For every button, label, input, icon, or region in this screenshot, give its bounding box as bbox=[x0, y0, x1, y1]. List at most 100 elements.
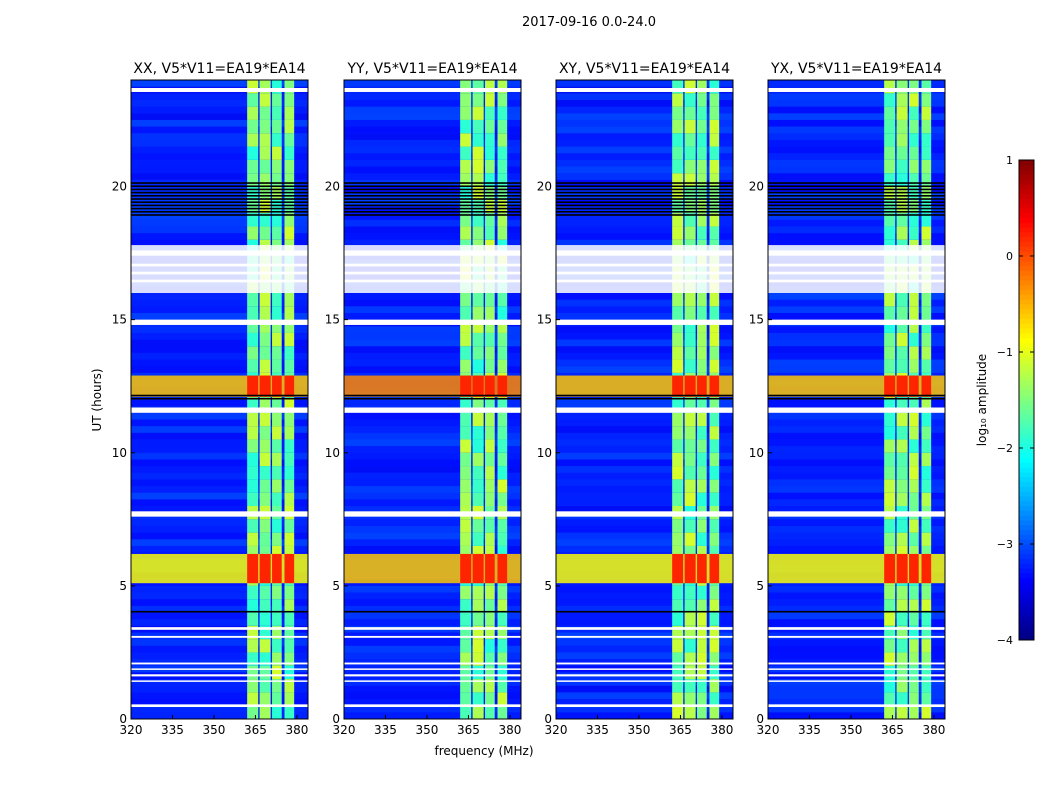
rfi-channel-cell bbox=[672, 199, 684, 214]
rfi-channel-cell bbox=[697, 226, 707, 240]
rfi-channel-cell bbox=[259, 439, 271, 453]
rfi-channel-cell bbox=[485, 173, 495, 187]
rfi-channel-cell bbox=[485, 639, 495, 653]
rfi-channel-cell bbox=[684, 346, 696, 360]
x-tick-label: 365 bbox=[457, 723, 480, 737]
rfi-channel-cell bbox=[272, 332, 282, 347]
rfi-channel-cell bbox=[472, 585, 484, 600]
x-tick-label: 320 bbox=[545, 723, 568, 737]
rfi-channel-cell bbox=[259, 293, 271, 307]
time-row bbox=[344, 139, 521, 147]
rfi-channel-cell bbox=[460, 106, 472, 120]
rfi-channel-cell bbox=[921, 106, 932, 120]
time-row bbox=[768, 332, 945, 340]
rfi-channel-cell bbox=[884, 439, 896, 453]
rfi-channel-cell bbox=[896, 306, 908, 320]
rfi-channel-cell bbox=[259, 399, 271, 413]
rfi-channel-cell bbox=[709, 545, 720, 560]
flagged-row bbox=[344, 407, 521, 413]
rfi-channel-cell bbox=[884, 119, 896, 134]
rfi-channel-cell bbox=[472, 319, 484, 333]
rfi-channel-cell bbox=[909, 133, 919, 147]
rfi-channel-cell bbox=[472, 412, 484, 427]
rfi-channel-cell bbox=[684, 479, 696, 493]
dropout-line bbox=[344, 204, 521, 207]
rfi-channel-cell bbox=[460, 639, 472, 653]
time-row bbox=[344, 432, 521, 440]
x-tick-label: 320 bbox=[120, 723, 143, 737]
time-row bbox=[556, 585, 733, 593]
rfi-channel-cell bbox=[284, 585, 295, 600]
flagged-row bbox=[131, 674, 308, 677]
panel-2: YY, V5*V11=EA19*EA14 320 335 350 365 380 0 5 10 1… bbox=[325, 61, 522, 737]
time-row bbox=[344, 479, 521, 487]
rfi-channel-cell bbox=[697, 173, 707, 187]
rfi-channel-cell bbox=[497, 213, 508, 227]
dropout-line bbox=[556, 610, 733, 613]
rfi-channel-cell bbox=[921, 625, 932, 640]
time-row bbox=[768, 705, 945, 713]
bright-channel-cell bbox=[284, 553, 295, 584]
time-row bbox=[768, 499, 945, 506]
time-row bbox=[768, 639, 945, 646]
time-row bbox=[131, 545, 308, 553]
rfi-channel-cell bbox=[284, 612, 295, 626]
rfi-channel-cell bbox=[497, 332, 508, 347]
rfi-channel-cell bbox=[684, 612, 696, 626]
flagged-row bbox=[768, 87, 945, 92]
flagged-row bbox=[344, 668, 521, 670]
time-row bbox=[131, 585, 308, 593]
rfi-channel-cell bbox=[259, 173, 271, 187]
time-row bbox=[344, 126, 521, 134]
time-row bbox=[131, 293, 308, 300]
rfi-channel-cell bbox=[485, 319, 495, 333]
time-row bbox=[556, 645, 733, 653]
rfi-channel-cell bbox=[709, 173, 720, 187]
rfi-channel-cell bbox=[272, 359, 282, 373]
dropout-line bbox=[768, 210, 945, 213]
rfi-channel-cell bbox=[259, 93, 271, 107]
time-row bbox=[556, 619, 733, 626]
rfi-channel-cell bbox=[909, 599, 919, 613]
rfi-channel-cell bbox=[272, 519, 282, 533]
colorbar-segment bbox=[1019, 500, 1034, 507]
colorbar-segment bbox=[1019, 486, 1034, 492]
time-row bbox=[768, 479, 945, 487]
rfi-channel-cell bbox=[460, 133, 472, 147]
time-row bbox=[556, 459, 733, 467]
rfi-channel-cell bbox=[472, 146, 484, 160]
rfi-channel-cell bbox=[921, 532, 932, 546]
y-tick-label: 10 bbox=[537, 446, 552, 460]
rfi-channel-cell bbox=[884, 426, 896, 440]
rfi-channel-cell bbox=[921, 692, 932, 706]
flagged-row bbox=[556, 87, 733, 92]
rfi-channel-cell bbox=[485, 346, 495, 360]
dropout-line bbox=[344, 191, 521, 194]
rfi-channel-cell bbox=[259, 625, 271, 640]
rfi-channel-cell bbox=[896, 599, 908, 613]
rfi-channel-cell bbox=[709, 306, 720, 320]
colorbar-segment bbox=[1019, 390, 1034, 396]
time-row bbox=[131, 359, 308, 367]
rfi-channel-cell bbox=[884, 492, 896, 506]
rfi-channel-cell bbox=[272, 612, 282, 626]
rfi-channel-cell bbox=[884, 293, 896, 307]
bright-channel-cell bbox=[472, 375, 484, 397]
time-row bbox=[344, 219, 521, 227]
rfi-channel-cell bbox=[259, 519, 271, 533]
y-tick-label: 10 bbox=[749, 446, 764, 460]
rfi-channel-cell bbox=[497, 625, 508, 640]
bright-channel-cell bbox=[485, 553, 495, 584]
panel-frame bbox=[130, 79, 309, 720]
rfi-channel-cell bbox=[709, 439, 720, 453]
rfi-channel-cell bbox=[259, 679, 271, 693]
time-row bbox=[131, 146, 308, 154]
time-row bbox=[131, 366, 308, 373]
time-row bbox=[131, 346, 308, 353]
rfi-channel-cell bbox=[884, 452, 896, 467]
rfi-channel-cell bbox=[709, 199, 720, 214]
x-tick-label: 320 bbox=[757, 723, 780, 737]
bright-channel-cell bbox=[284, 375, 295, 397]
dropout-line bbox=[768, 214, 945, 216]
